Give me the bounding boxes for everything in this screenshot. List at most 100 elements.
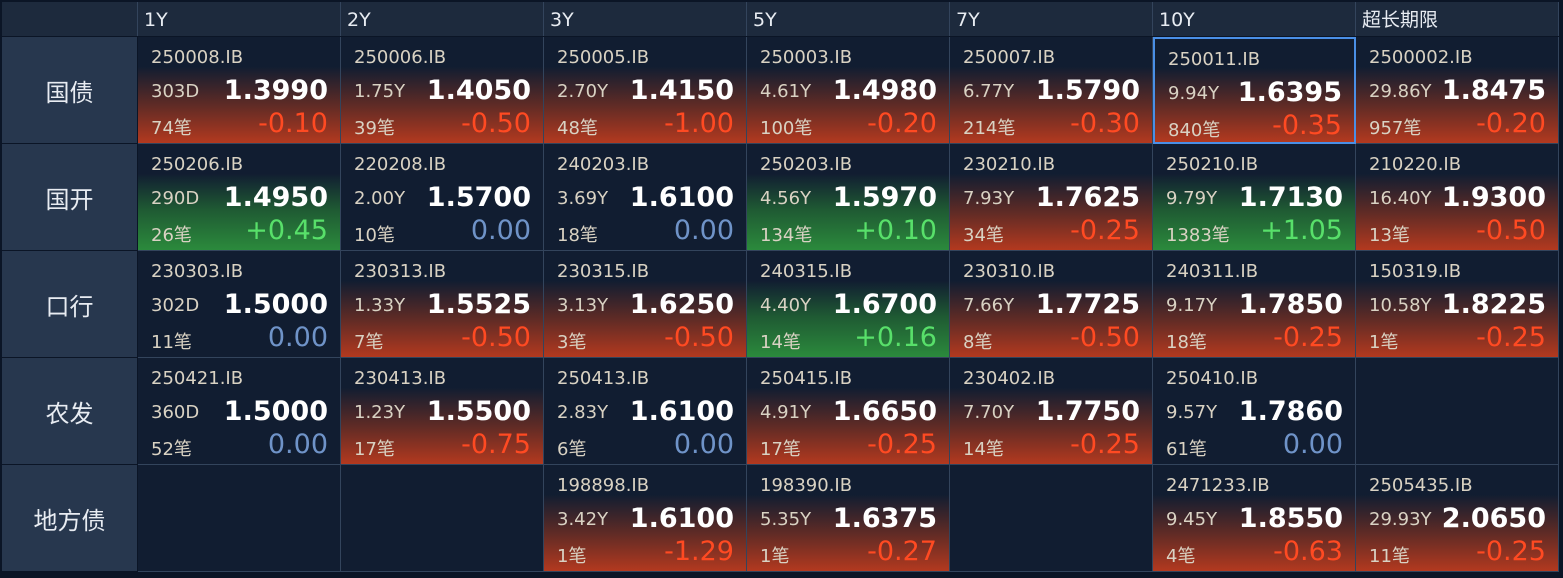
term: 29.93Y: [1369, 509, 1432, 530]
term: 303D: [151, 81, 200, 102]
quote-cell[interactable]: 2500002.IB 29.86Y 1.8475 957笔 -0.20: [1356, 37, 1559, 144]
quote-cell[interactable]: 250410.IB 9.57Y 1.7860 61笔 0.00: [1153, 358, 1356, 465]
quote-cell[interactable]: 230413.IB 1.23Y 1.5500 17笔 -0.75: [341, 358, 544, 465]
change: 0.00: [1282, 429, 1343, 460]
term: 7.66Y: [963, 295, 1015, 316]
corner: [2, 2, 138, 36]
quote-cell[interactable]: 220208.IB 2.00Y 1.5700 10笔 0.00: [341, 144, 544, 251]
trade-count: 61笔: [1166, 439, 1207, 460]
column-header: 超长期限: [1356, 2, 1559, 36]
trade-count: 1笔: [1369, 332, 1399, 353]
quote-cell[interactable]: 250011.IB 9.94Y 1.6395 840笔 -0.35: [1153, 37, 1356, 144]
quote-cell[interactable]: 250007.IB 6.77Y 1.5790 214笔 -0.30: [950, 37, 1153, 144]
term: 9.45Y: [1166, 509, 1218, 530]
row-label: 口行: [2, 251, 137, 358]
quote-cell[interactable]: 150319.IB 10.58Y 1.8225 1笔 -0.25: [1356, 251, 1559, 358]
bond-code: 250421.IB: [151, 368, 244, 389]
term: 3.42Y: [557, 509, 609, 530]
quote-cell[interactable]: 240311.IB 9.17Y 1.7850 18笔 -0.25: [1153, 251, 1356, 358]
yield: 1.6700: [832, 289, 937, 320]
change: -0.75: [461, 429, 531, 460]
term: 9.94Y: [1168, 83, 1220, 104]
trade-count: 52笔: [151, 439, 192, 460]
trade-count: 1笔: [557, 546, 587, 567]
term: 4.56Y: [760, 188, 812, 209]
quote-cell[interactable]: 250206.IB 290D 1.4950 26笔 +0.45: [138, 144, 341, 251]
trade-count: 840笔: [1168, 120, 1221, 141]
quote-cell[interactable]: 250008.IB 303D 1.3990 74笔 -0.10: [138, 37, 341, 144]
quote-cell[interactable]: 250203.IB 4.56Y 1.5970 134笔 +0.10: [747, 144, 950, 251]
change: -0.50: [461, 322, 531, 353]
quote-cell[interactable]: 2471233.IB 9.45Y 1.8550 4笔 -0.63: [1153, 465, 1356, 572]
quote-cell[interactable]: 210220.IB 16.40Y 1.9300 13笔 -0.50: [1356, 144, 1559, 251]
yield: 1.5970: [832, 182, 937, 213]
term: 2.00Y: [354, 188, 406, 209]
term: 1.33Y: [354, 295, 406, 316]
yield: 1.4950: [223, 182, 328, 213]
quote-cell[interactable]: 2505435.IB 29.93Y 2.0650 11笔 -0.25: [1356, 465, 1559, 572]
quote-cell[interactable]: 240203.IB 3.69Y 1.6100 18笔 0.00: [544, 144, 747, 251]
bond-code: 230315.IB: [557, 261, 650, 282]
quote-cell[interactable]: 250210.IB 9.79Y 1.7130 1383笔 +1.05: [1153, 144, 1356, 251]
term: 360D: [151, 402, 200, 423]
term: 9.79Y: [1166, 188, 1218, 209]
change: -0.25: [1273, 322, 1343, 353]
trade-count: 17笔: [354, 439, 395, 460]
change: -1.00: [664, 108, 734, 139]
bond-code: 240203.IB: [557, 154, 650, 175]
yield: 1.6395: [1237, 77, 1342, 108]
term: 9.57Y: [1166, 402, 1218, 423]
quote-cell[interactable]: 250005.IB 2.70Y 1.4150 48笔 -1.00: [544, 37, 747, 144]
quote-cell[interactable]: 250421.IB 360D 1.5000 52笔 0.00: [138, 358, 341, 465]
bond-code: 230303.IB: [151, 261, 244, 282]
bond-code: 250203.IB: [760, 154, 853, 175]
quote-cell[interactable]: 198898.IB 3.42Y 1.6100 1笔 -1.29: [544, 465, 747, 572]
quote-cell[interactable]: 250006.IB 1.75Y 1.4050 39笔 -0.50: [341, 37, 544, 144]
term: 6.77Y: [963, 81, 1015, 102]
trade-count: 17笔: [760, 439, 801, 460]
quote-cell[interactable]: 230310.IB 7.66Y 1.7725 8笔 -0.50: [950, 251, 1153, 358]
trade-count: 100笔: [760, 118, 813, 139]
quote-cell[interactable]: 250003.IB 4.61Y 1.4980 100笔 -0.20: [747, 37, 950, 144]
quote-cell[interactable]: 230313.IB 1.33Y 1.5525 7笔 -0.50: [341, 251, 544, 358]
bond-code: 250206.IB: [151, 154, 244, 175]
yield: 1.5525: [426, 289, 531, 320]
quote-cell[interactable]: 198390.IB 5.35Y 1.6375 1笔 -0.27: [747, 465, 950, 572]
quote-cell[interactable]: 240315.IB 4.40Y 1.6700 14笔 +0.16: [747, 251, 950, 358]
yield: 1.8475: [1441, 75, 1546, 106]
yield: 1.7130: [1238, 182, 1343, 213]
empty-cell: [950, 465, 1153, 572]
term: 2.83Y: [557, 402, 609, 423]
trade-count: 3笔: [557, 332, 587, 353]
quote-cell[interactable]: 230303.IB 302D 1.5000 11笔 0.00: [138, 251, 341, 358]
quote-cell[interactable]: 250413.IB 2.83Y 1.6100 6笔 0.00: [544, 358, 747, 465]
term: 3.69Y: [557, 188, 609, 209]
bond-code: 2471233.IB: [1166, 475, 1270, 496]
trade-count: 74笔: [151, 118, 192, 139]
row-label: 国开: [2, 144, 137, 251]
trade-count: 34笔: [963, 225, 1004, 246]
empty-cell: [138, 465, 341, 572]
yield: 1.6250: [629, 289, 734, 320]
yield: 1.4980: [832, 75, 937, 106]
yield: 1.4050: [426, 75, 531, 106]
row-label: 农发: [2, 358, 137, 465]
bond-code: 240311.IB: [1166, 261, 1259, 282]
column-header: 7Y: [950, 2, 1153, 36]
term: 9.17Y: [1166, 295, 1218, 316]
quote-cell[interactable]: 230210.IB 7.93Y 1.7625 34笔 -0.25: [950, 144, 1153, 251]
quote-cell[interactable]: 230402.IB 7.70Y 1.7750 14笔 -0.25: [950, 358, 1153, 465]
term: 16.40Y: [1369, 188, 1432, 209]
change: 0.00: [673, 429, 734, 460]
yield: 2.0650: [1441, 503, 1546, 534]
yield: 1.8550: [1238, 503, 1343, 534]
quote-cell[interactable]: 250415.IB 4.91Y 1.6650 17笔 -0.25: [747, 358, 950, 465]
row-label: 地方债: [2, 465, 137, 572]
change: +0.10: [854, 215, 937, 246]
change: -0.25: [1070, 429, 1140, 460]
change: -0.20: [1476, 108, 1546, 139]
yield: 1.9300: [1441, 182, 1546, 213]
quote-cell[interactable]: 230315.IB 3.13Y 1.6250 3笔 -0.50: [544, 251, 747, 358]
trade-count: 11笔: [1369, 546, 1410, 567]
change: -0.25: [1070, 215, 1140, 246]
